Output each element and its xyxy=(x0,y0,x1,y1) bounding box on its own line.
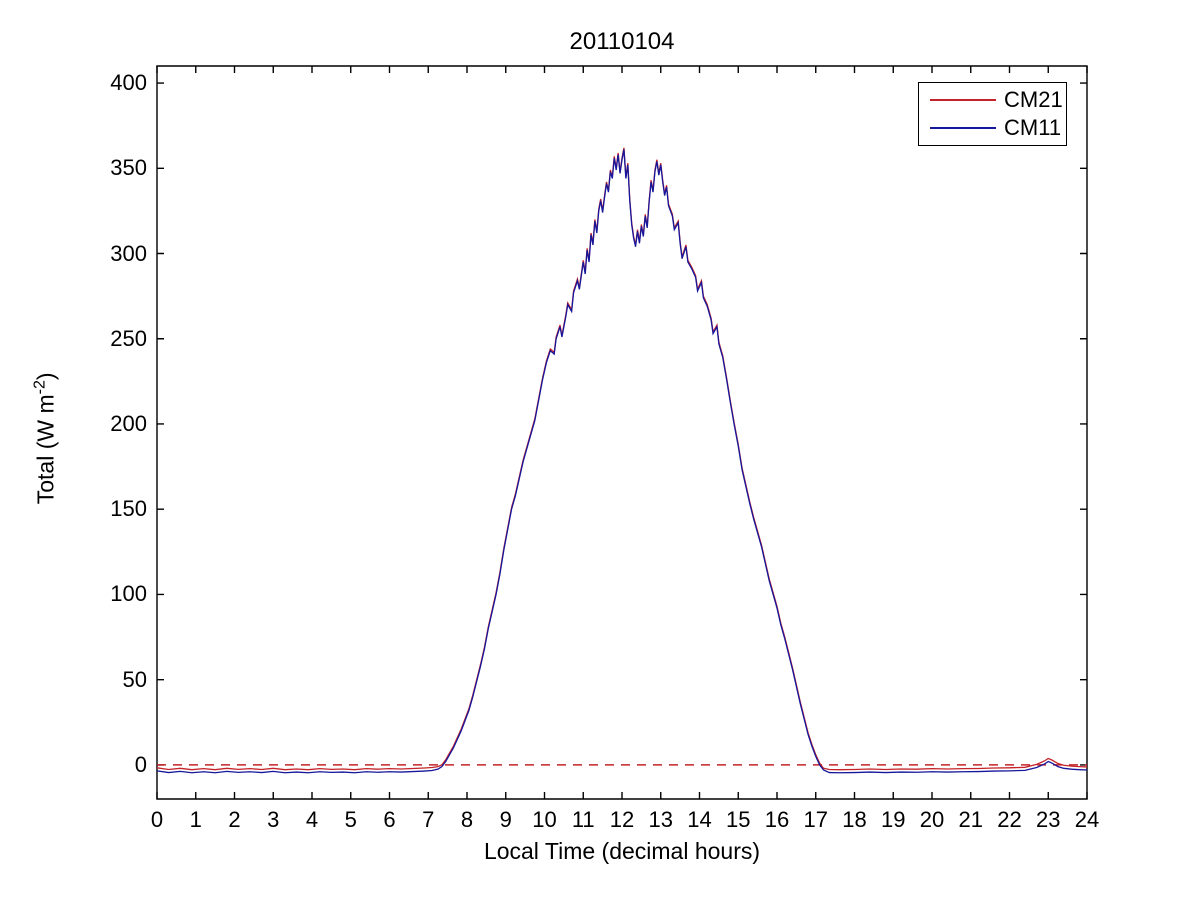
axes-box xyxy=(156,65,1088,800)
y-tick-label: 150 xyxy=(110,496,147,522)
legend-label: CM11 xyxy=(1004,115,1062,140)
x-tick-label: 23 xyxy=(1036,807,1061,832)
y-tick-label: 300 xyxy=(110,240,147,266)
x-tick-label: 9 xyxy=(499,807,512,832)
x-tick-label: 12 xyxy=(609,807,635,832)
y-tick-label: 400 xyxy=(110,70,147,96)
y-tick-label: 250 xyxy=(110,325,147,351)
chart-title: 20110104 xyxy=(569,28,675,55)
y-axis-label-exponent: -2 xyxy=(30,380,49,395)
x-tick-label: 3 xyxy=(267,807,280,832)
y-axis-label-text: Total (W m xyxy=(32,394,59,505)
x-tick-label: 0 xyxy=(150,807,164,832)
x-tick-label: 5 xyxy=(344,807,357,832)
x-tick-label: 1 xyxy=(189,807,202,832)
x-tick-label: 11 xyxy=(571,807,595,832)
x-tick-label: 19 xyxy=(881,807,906,832)
x-tick-label: 18 xyxy=(842,807,867,832)
legend-entry-cm11: CM11 xyxy=(919,117,1066,139)
x-tick-label: 4 xyxy=(305,807,319,832)
legend: CM21 CM11 xyxy=(918,82,1067,146)
x-tick-label: 15 xyxy=(726,807,751,832)
series-cm21-line xyxy=(156,147,1088,771)
x-tick-label: 16 xyxy=(764,807,790,832)
y-tick-label: 200 xyxy=(110,410,147,436)
x-tick-label: 17 xyxy=(803,807,828,832)
y-tick-label: 100 xyxy=(110,581,147,607)
y-axis-label: Total (W m-2) xyxy=(31,88,60,788)
x-tick-label: 24 xyxy=(1074,807,1100,832)
legend-cm21-line-icon xyxy=(930,99,996,101)
x-tick-label: 22 xyxy=(997,807,1022,832)
x-tick-label: 21 xyxy=(958,807,983,832)
tick-marks xyxy=(156,66,1088,799)
x-tick-label: 8 xyxy=(460,807,474,832)
x-tick-label: 7 xyxy=(422,807,435,832)
y-axis-label-close: ) xyxy=(32,372,59,381)
x-axis-label: Local Time (decimal hours) xyxy=(483,838,761,864)
x-tick-label: 14 xyxy=(687,807,712,832)
series-cm11-line xyxy=(156,149,1088,774)
y-tick-label: 350 xyxy=(110,155,147,181)
x-tick-label: 13 xyxy=(648,807,673,832)
legend-cm11-line-icon xyxy=(930,127,996,129)
x-tick-label: 20 xyxy=(919,807,945,832)
x-tick-label: 10 xyxy=(532,807,557,832)
x-tick-label: 6 xyxy=(383,807,396,832)
legend-entry-cm21: CM21 xyxy=(919,89,1066,111)
y-tick-label: 0 xyxy=(134,751,147,777)
y-tick-label: 50 xyxy=(122,666,147,692)
legend-label: CM21 xyxy=(1004,87,1063,112)
x-tick-label: 2 xyxy=(228,807,241,832)
